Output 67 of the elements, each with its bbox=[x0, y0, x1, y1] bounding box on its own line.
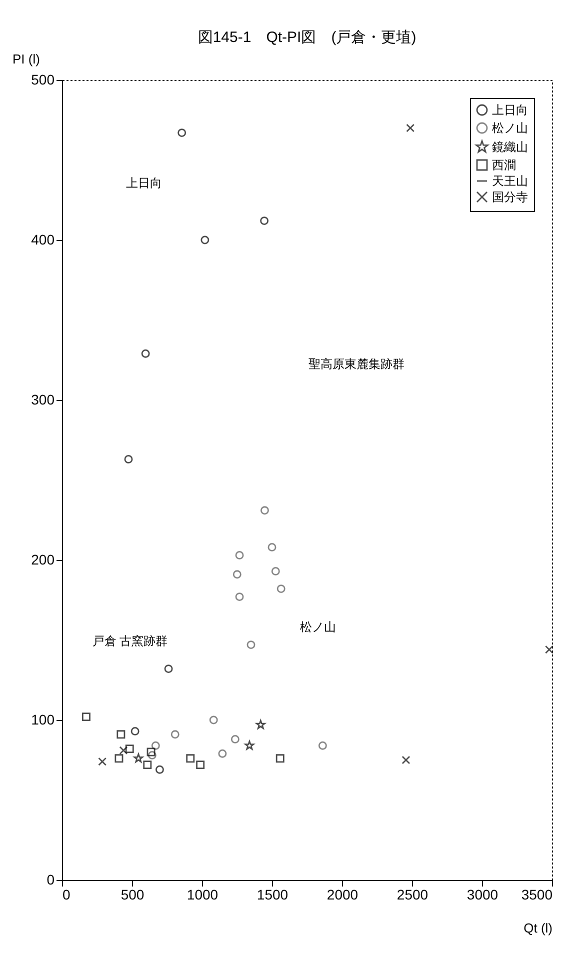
x-tick-label: 500 bbox=[120, 886, 144, 902]
point bbox=[235, 550, 244, 560]
point bbox=[244, 740, 254, 750]
point bbox=[256, 720, 266, 729]
point bbox=[544, 645, 554, 654]
legend-label: 上日向 bbox=[492, 103, 528, 117]
point bbox=[260, 506, 269, 515]
point bbox=[260, 216, 269, 226]
legend-label: 天王山 bbox=[492, 174, 528, 188]
annotation: 聖高原東麓集跡群 bbox=[308, 356, 405, 371]
point bbox=[141, 349, 150, 358]
point bbox=[125, 744, 134, 754]
legend-label: 国分寺 bbox=[492, 190, 528, 204]
point bbox=[230, 734, 240, 744]
point bbox=[134, 753, 144, 763]
y-tick-label: 400 bbox=[31, 232, 55, 248]
point bbox=[271, 566, 280, 576]
legend-label: 鏡織山 bbox=[492, 140, 528, 154]
point bbox=[98, 757, 107, 766]
point bbox=[124, 454, 133, 464]
chart-title: 図145-1 Qt-PI図 (戸倉・更埴) bbox=[198, 29, 416, 46]
point bbox=[200, 236, 210, 244]
x-tick-label: 3000 bbox=[466, 886, 498, 902]
y-tick-label: 300 bbox=[31, 392, 55, 408]
point bbox=[268, 542, 276, 552]
annotation: 上日向 bbox=[126, 176, 162, 190]
point bbox=[164, 664, 173, 674]
point bbox=[130, 726, 140, 736]
y-tick-label: 200 bbox=[31, 552, 55, 568]
point bbox=[119, 746, 128, 755]
point bbox=[318, 741, 327, 750]
y-axis-title: PI (l) bbox=[12, 52, 40, 66]
x-tick-label: 3500 bbox=[521, 886, 553, 902]
point bbox=[196, 760, 205, 770]
point bbox=[146, 748, 156, 756]
point bbox=[82, 712, 90, 722]
point bbox=[218, 749, 227, 758]
point bbox=[276, 584, 286, 594]
point bbox=[143, 760, 152, 770]
point bbox=[148, 750, 156, 760]
x-tick-label: 1000 bbox=[186, 886, 218, 902]
legend-label: 西澗 bbox=[492, 158, 516, 172]
point bbox=[232, 570, 242, 579]
point bbox=[235, 592, 244, 602]
point bbox=[186, 754, 195, 763]
point bbox=[209, 716, 218, 724]
point bbox=[178, 128, 186, 138]
point bbox=[246, 640, 256, 650]
x-tick-label: 1500 bbox=[256, 886, 288, 902]
x-tick-label: 2000 bbox=[326, 886, 358, 902]
point bbox=[151, 741, 160, 750]
y-tick-label: 0 bbox=[46, 872, 55, 888]
point bbox=[155, 765, 164, 774]
x-tick-label: 2500 bbox=[396, 886, 428, 902]
y-tick-label: 100 bbox=[31, 712, 55, 728]
point bbox=[114, 754, 124, 763]
x-axis-title: Qt (l) bbox=[524, 920, 552, 936]
point bbox=[406, 124, 415, 132]
x-tick-label: 0 bbox=[62, 886, 70, 902]
point bbox=[402, 756, 410, 764]
y-tick-label: 500 bbox=[31, 72, 55, 88]
point bbox=[276, 754, 284, 763]
annotation: 戸倉 古窯跡群 bbox=[92, 634, 168, 648]
point bbox=[116, 730, 126, 739]
legend-label: 松ノ山 bbox=[492, 121, 528, 135]
annotation: 松ノ山 bbox=[300, 620, 336, 634]
point bbox=[170, 730, 180, 739]
